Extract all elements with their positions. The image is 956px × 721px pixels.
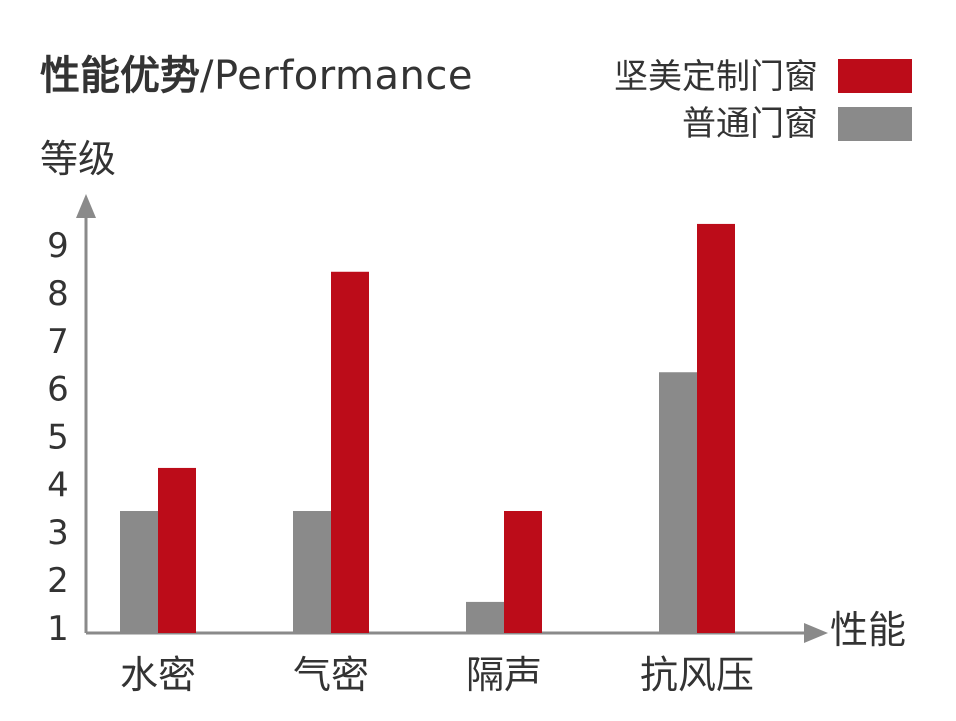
x-category-label: 水密	[120, 653, 196, 697]
y-tick-label: 4	[47, 465, 69, 505]
legend-swatch-standard	[838, 107, 912, 141]
legend-swatch-custom	[838, 59, 912, 93]
legend-label-standard: 普通门窗	[682, 104, 818, 144]
x-axis-arrow	[804, 623, 828, 643]
bar	[466, 601, 504, 633]
bar	[158, 467, 196, 633]
y-tick-label: 9	[47, 226, 69, 266]
chart-title-en: /Performance	[200, 53, 473, 99]
y-axis-arrow	[76, 194, 96, 218]
y-tick-label: 1	[47, 609, 69, 649]
y-axis-label: 等级	[40, 137, 116, 181]
y-tick-label: 5	[47, 417, 69, 457]
bar	[504, 510, 542, 633]
x-axis-label: 性能	[830, 608, 906, 652]
bar	[293, 510, 331, 633]
x-category-label: 气密	[293, 653, 369, 697]
y-tick-label: 8	[47, 274, 69, 314]
x-category-label: 隔声	[466, 653, 542, 697]
chart-title-cn: 性能优势	[40, 53, 200, 99]
bar	[659, 372, 697, 633]
bar	[697, 223, 735, 633]
y-tick-label: 2	[47, 561, 69, 601]
y-tick-label: 7	[47, 322, 69, 362]
chart-title: 性能优势/Performance	[40, 52, 473, 100]
bar	[120, 510, 158, 633]
bar	[331, 271, 369, 633]
x-category-label: 抗风压	[640, 653, 754, 697]
y-tick-label: 3	[47, 513, 69, 553]
legend-label-custom: 坚美定制门窗	[614, 57, 818, 97]
y-tick-label: 6	[47, 370, 69, 410]
